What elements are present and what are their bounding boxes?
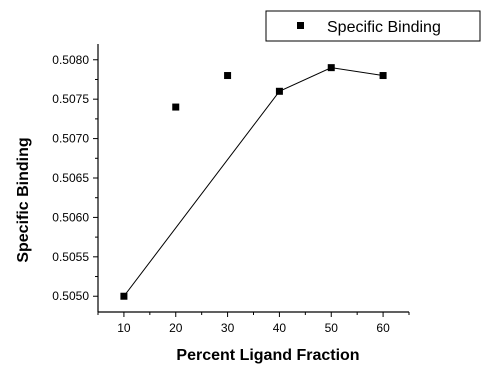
x-tick-label: 10 bbox=[117, 321, 131, 335]
data-point bbox=[120, 292, 128, 300]
data-point bbox=[379, 72, 387, 80]
data-point bbox=[327, 64, 335, 72]
legend-marker bbox=[297, 22, 304, 29]
y-tick-label: 0.5060 bbox=[52, 210, 89, 224]
y-tick-label: 0.5075 bbox=[52, 92, 89, 106]
x-tick-label: 30 bbox=[221, 321, 235, 335]
x-tick-label: 40 bbox=[273, 321, 287, 335]
data-point bbox=[172, 103, 180, 111]
x-axis-title: Percent Ligand Fraction bbox=[176, 347, 359, 364]
y-tick-label: 0.5070 bbox=[52, 132, 89, 146]
y-tick-label: 0.5065 bbox=[52, 171, 89, 185]
x-tick-label: 50 bbox=[325, 321, 339, 335]
y-tick-label: 0.5080 bbox=[52, 53, 89, 67]
fit-line bbox=[123, 67, 384, 297]
data-marks bbox=[120, 64, 387, 300]
data-point bbox=[224, 72, 232, 80]
plot-area bbox=[97, 44, 409, 313]
y-tick-label: 0.5050 bbox=[52, 289, 89, 303]
x-tick-label: 20 bbox=[169, 321, 183, 335]
x-tick-label: 60 bbox=[376, 321, 390, 335]
y-axis-title: Specific Binding bbox=[15, 137, 32, 262]
legend: Specific Binding bbox=[265, 10, 481, 42]
legend-label: Specific Binding bbox=[327, 19, 441, 36]
y-tick-label: 0.5055 bbox=[52, 250, 89, 264]
data-point bbox=[275, 87, 283, 95]
x-axis-ticks: 10 20 30 40 50 60 bbox=[97, 312, 410, 335]
y-axis-ticks: 0.5050 0.5055 0.5060 0.5065 0.5070 0.5075 0.50… bbox=[52, 53, 98, 303]
